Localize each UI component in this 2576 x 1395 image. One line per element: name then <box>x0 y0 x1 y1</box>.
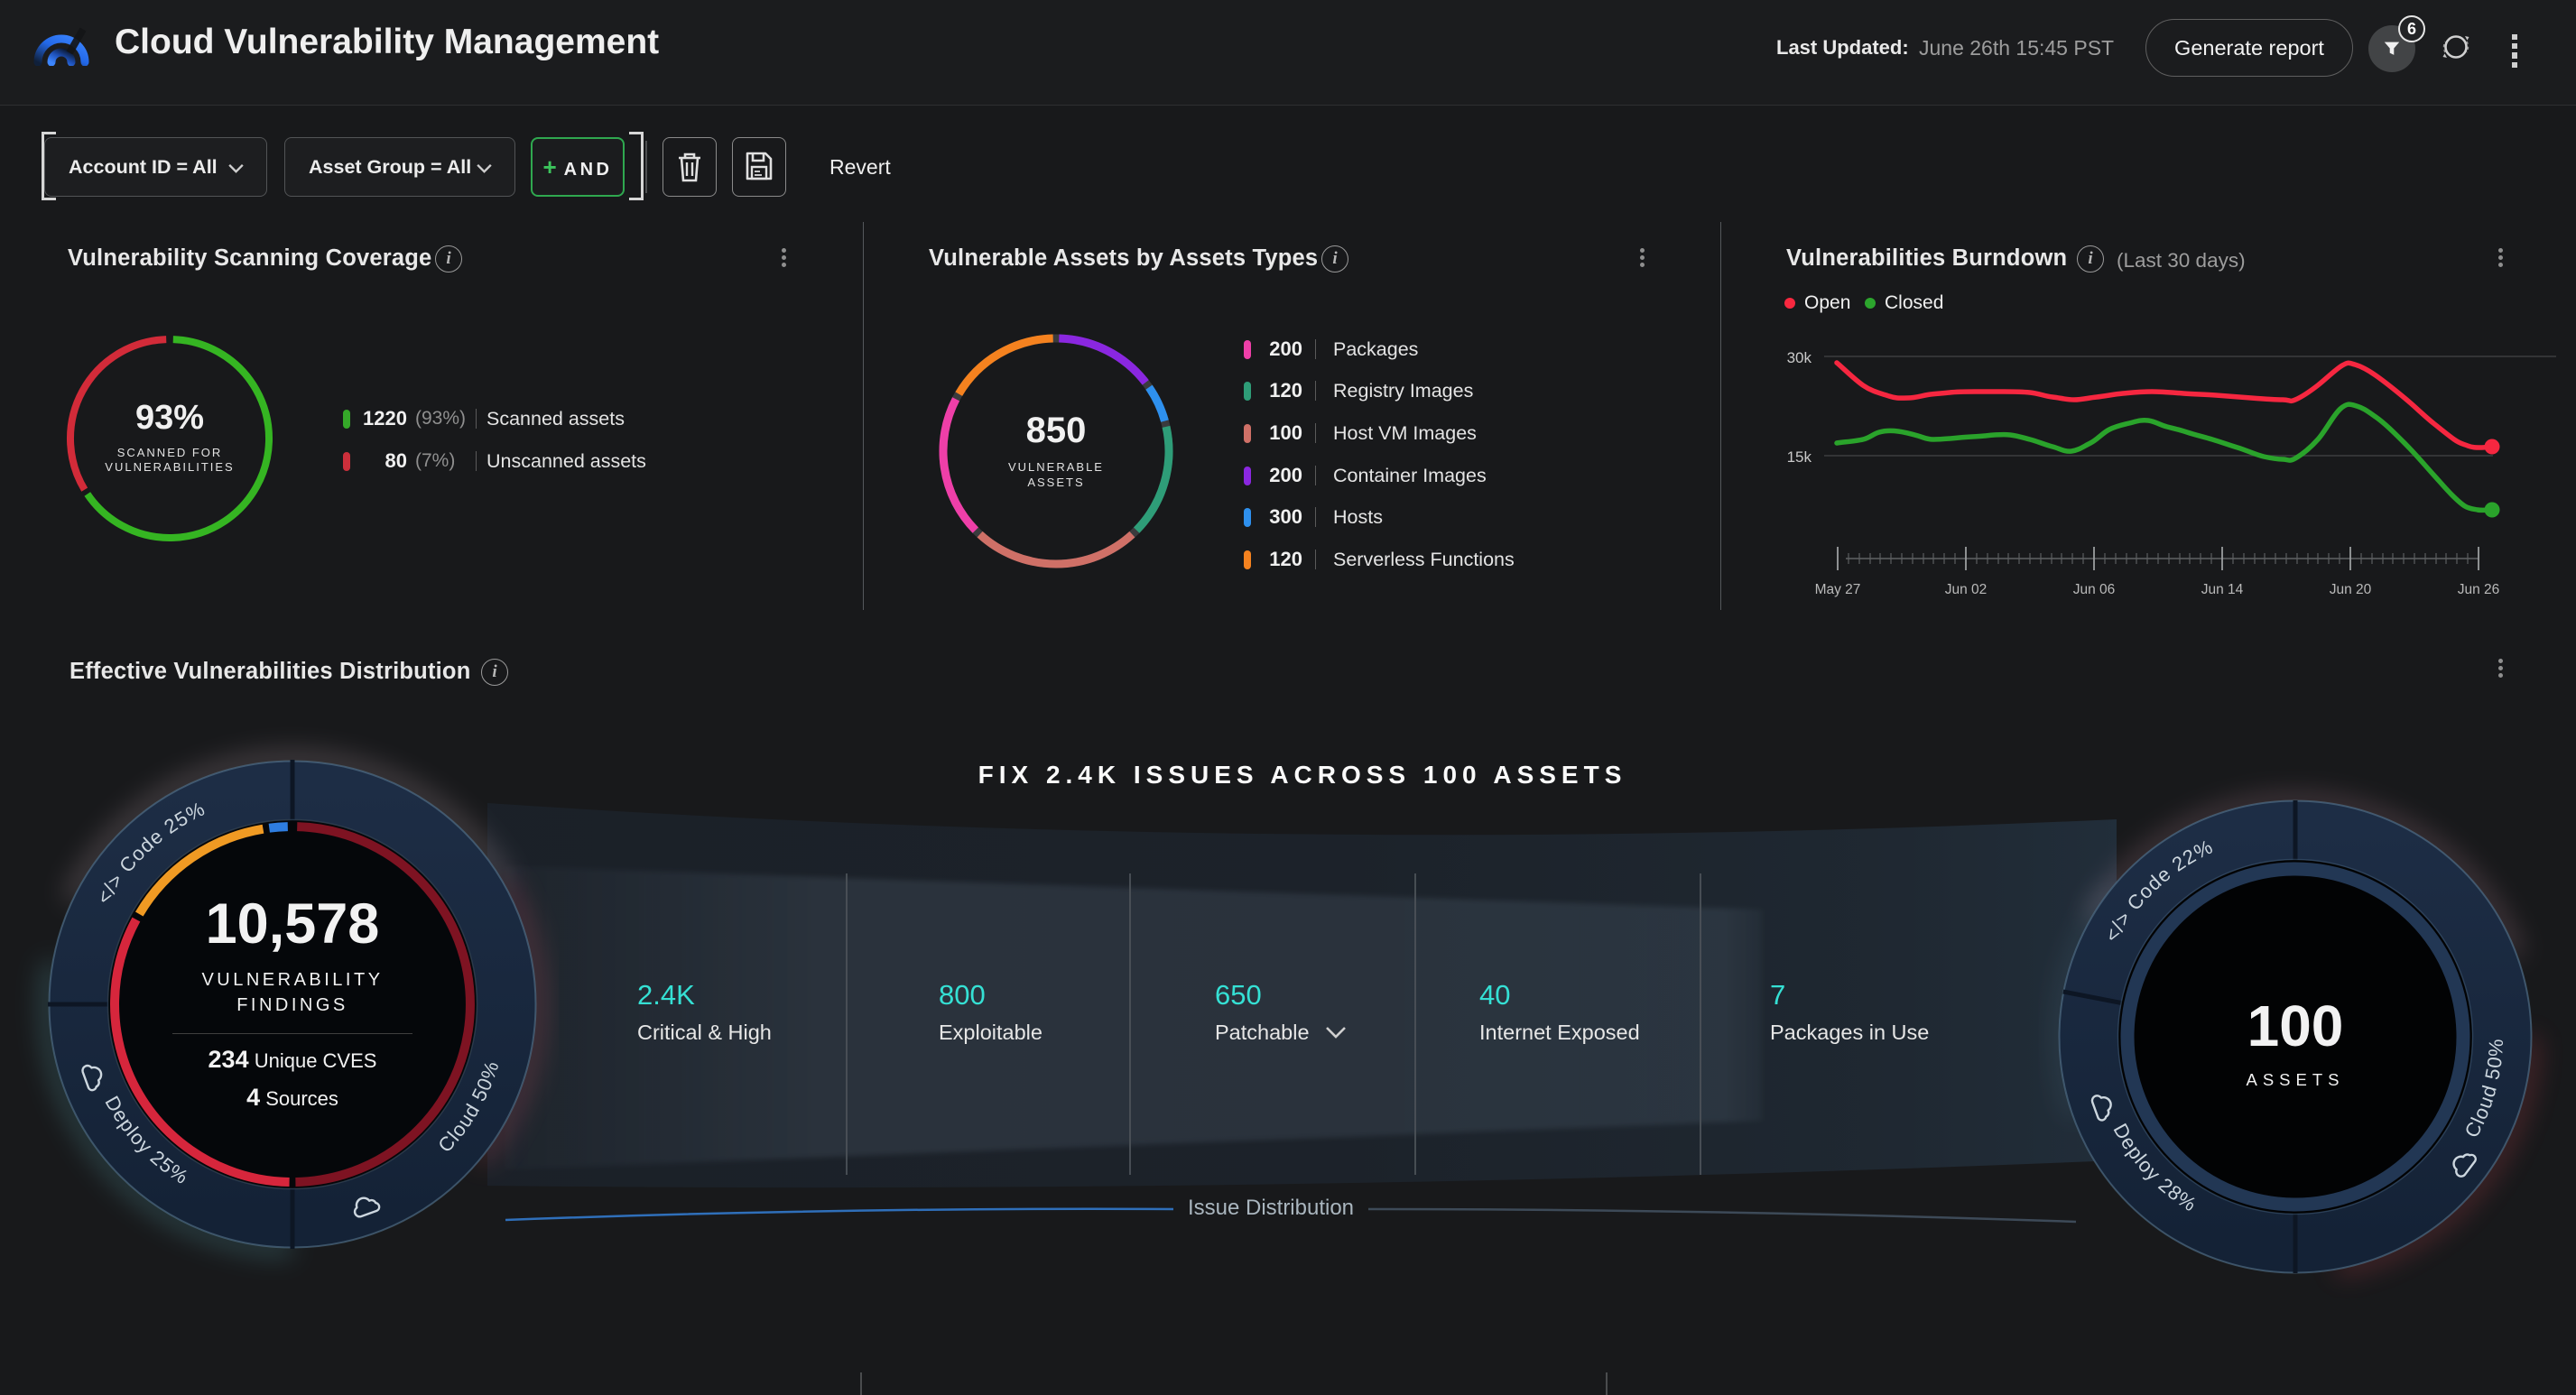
svg-text:Issue Distribution: Issue Distribution <box>1188 1196 1354 1220</box>
svg-text:800: 800 <box>939 979 986 1011</box>
svg-text:Jun 06: Jun 06 <box>2073 582 2116 597</box>
svg-text:15k: 15k <box>1787 448 1812 466</box>
svg-text:Critical & High: Critical & High <box>637 1021 772 1044</box>
svg-text:40: 40 <box>1479 979 1510 1011</box>
svg-text:Jun 02: Jun 02 <box>1945 582 1988 597</box>
svg-text:Jun 26: Jun 26 <box>2458 582 2500 597</box>
svg-text:Internet Exposed: Internet Exposed <box>1479 1021 1640 1044</box>
svg-text:Packages in Use: Packages in Use <box>1770 1021 1929 1044</box>
svg-text:650: 650 <box>1215 979 1262 1011</box>
svg-text:FIX 2.4K ISSUES ACROSS 100 ASS: FIX 2.4K ISSUES ACROSS 100 ASSETS <box>978 761 1627 789</box>
svg-text:2.4K: 2.4K <box>637 979 695 1011</box>
svg-text:May 27: May 27 <box>1815 582 1861 597</box>
svg-text:30k: 30k <box>1787 349 1812 366</box>
svg-text:Exploitable: Exploitable <box>939 1021 1042 1044</box>
svg-text:7: 7 <box>1770 979 1785 1011</box>
svg-text:Jun 20: Jun 20 <box>2330 582 2372 597</box>
svg-text:Patchable: Patchable <box>1215 1021 1310 1044</box>
svg-text:Jun 14: Jun 14 <box>2201 582 2244 597</box>
